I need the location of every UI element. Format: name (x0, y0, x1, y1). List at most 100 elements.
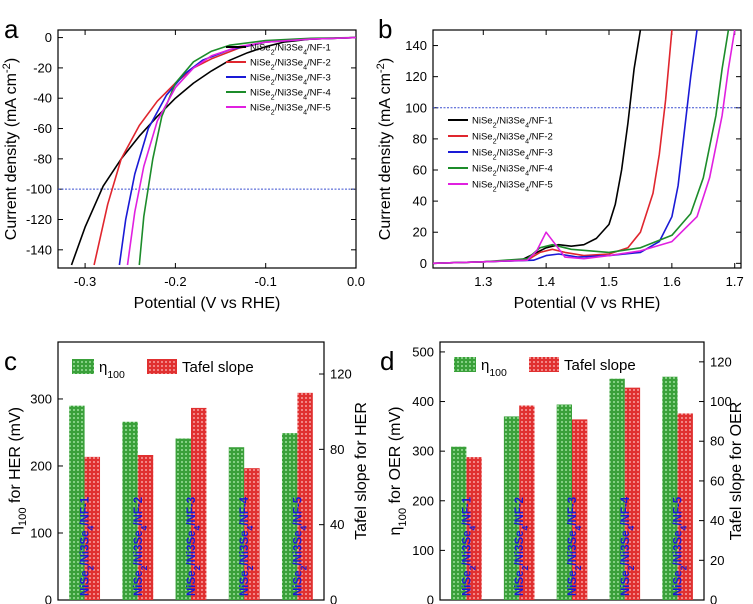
panel-d-legend-label-tafel: Tafel slope (564, 357, 636, 374)
panel-d-category-label-1: NiSe2/Ni3Se4/NF-1 (461, 496, 477, 596)
panel-b-series-line-5 (433, 30, 736, 265)
panel-d-category-label-2: NiSe2/Ni3Se4/NF-2 (514, 497, 530, 596)
panel-b-xtick-label: 1.4 (537, 274, 555, 289)
panel-d-oer-bar-chart: 0 100 200 300 400 500 0 20 40 60 80 100 120 NiSe2/Ni3… (387, 341, 745, 604)
panel-b-legend-label-4: NiSe2/Ni3Se4/NF-4 (472, 164, 553, 178)
panel-b-xtick-label: 1.6 (663, 274, 681, 289)
panel-c-ylabel: η100 for HER (mV) (7, 407, 29, 535)
panel-c-ytick-label: 300 (30, 391, 52, 406)
panel-letter-a: a (4, 14, 19, 44)
panel-c-category-label-3: NiSe2/Ni3Se4/NF-3 (186, 497, 202, 596)
panel-d-y2tick-label: 60 (710, 473, 724, 488)
panel-c-y2tick-label: 40 (330, 517, 344, 532)
panel-b-xtick-label: 1.7 (726, 274, 744, 289)
panel-c-ytick-label: 0 (45, 593, 52, 604)
panel-a-xlabel: Potential (V vs RHE) (134, 295, 281, 312)
panel-c-tafel-bar-1 (84, 456, 101, 600)
panel-d-ytick-label: 500 (412, 344, 434, 359)
panel-d-y2tick-label: 0 (710, 593, 717, 604)
panel-d-category-label-5: NiSe2/Ni3Se4/NF-5 (673, 496, 689, 596)
panel-b-ytick-label: 120 (405, 69, 427, 84)
panel-d-ytick-label: 300 (412, 444, 434, 459)
panel-d-eta-bar-2 (503, 416, 520, 600)
panel-c-her-bar-chart: 0 100 200 300 0 40 80 120 NiSe2/Ni3Se4/NF-1 NiSe2… (7, 341, 370, 604)
panel-b-ytick-label: 40 (413, 194, 427, 209)
panel-a-legend-label-4: NiSe2/Ni3Se4/NF-4 (250, 88, 331, 102)
panel-a-series-group (70, 36, 356, 266)
panel-d-eta-bar-5 (662, 376, 678, 600)
panel-d-y2tick-label: 120 (710, 354, 732, 369)
panel-c-tafel-bar-2 (137, 454, 154, 600)
panel-c-category-label-1: NiSe2/Ni3Se4/NF-1 (80, 496, 96, 596)
panel-c-tafel-bar-5 (297, 392, 313, 600)
panel-b-legend-label-3: NiSe2/Ni3Se4/NF-3 (472, 148, 553, 162)
panel-a-ytick-label: -80 (33, 151, 52, 166)
panel-b-series-line-4 (433, 30, 730, 265)
panel-a-ytick-label: -20 (33, 60, 52, 75)
panel-a-frame (57, 29, 357, 269)
panel-b-legend-label-5: NiSe2/Ni3Se4/NF-5 (472, 180, 553, 194)
panel-d-tafel-bar-2 (519, 405, 535, 600)
panel-d-ytick-label: 100 (412, 543, 434, 558)
panel-c-category-label-2: NiSe2/Ni3Se4/NF-2 (133, 497, 149, 596)
panel-c-tafel-bar-4 (244, 468, 260, 600)
panel-c-legend-label-tafel: Tafel slope (182, 359, 254, 376)
panel-a-series-line-5 (126, 36, 356, 266)
panel-a-xtick-label: -0.3 (74, 274, 96, 289)
panel-b-ytick-label: 80 (413, 131, 427, 146)
panel-d-eta-bar-4 (609, 378, 625, 600)
panel-a-ytick-label: -40 (33, 91, 52, 106)
panel-d-y2tick-label: 100 (710, 394, 732, 409)
panel-b-frame (432, 29, 742, 269)
panel-a-legend-label-1: NiSe2/Ni3Se4/NF-1 (250, 43, 331, 57)
panel-a-ytick-label: 0 (45, 30, 52, 45)
panel-d-tafel-bar-3 (572, 419, 588, 600)
panel-b-xtick-label: 1.5 (600, 274, 618, 289)
panel-c-eta-bar-5 (281, 433, 298, 600)
panel-c-y2tick-label: 80 (330, 442, 344, 457)
panel-b-ytick-label: 100 (405, 100, 427, 115)
panel-a-xtick-label: -0.2 (164, 274, 186, 289)
panel-d-tafel-bar-4 (624, 387, 641, 600)
panel-letter-d: d (380, 346, 394, 376)
panel-d-legend-label-eta: η100 (481, 357, 507, 379)
panel-d-eta-bar-3 (556, 404, 572, 600)
panel-b-xtick-label: 1.3 (474, 274, 492, 289)
panel-letter-b: b (378, 14, 392, 44)
panel-d-y2tick-label: 40 (710, 513, 724, 528)
panel-a-series-line-4 (138, 36, 356, 266)
panel-d-ylabel: η100 for OER (mV) (387, 407, 409, 536)
panel-d-legend-swatch-eta (454, 357, 476, 372)
panel-d-ytick-label: 200 (412, 493, 434, 508)
panel-c-ytick-label: 200 (30, 458, 52, 473)
panel-a-ytick-label: -60 (33, 121, 52, 136)
panel-a-legend-label-3: NiSe2/Ni3Se4/NF-3 (250, 73, 331, 87)
panel-b-legend-label-1: NiSe2/Ni3Se4/NF-1 (472, 116, 553, 130)
panel-d-category-label-4: NiSe2/Ni3Se4/NF-4 (620, 496, 636, 596)
panel-d-legend-swatch-tafel (529, 357, 559, 372)
panel-c-ytick-label: 100 (30, 525, 52, 540)
panel-c-category-label-5: NiSe2/Ni3Se4/NF-5 (292, 496, 308, 596)
panel-d-category-label-3: NiSe2/Ni3Se4/NF-3 (567, 497, 583, 596)
panel-b-ytick-label: 140 (405, 38, 427, 53)
panel-c-legend-swatch-tafel (147, 359, 177, 374)
panel-a-legend-label-5: NiSe2/Ni3Se4/NF-5 (250, 103, 331, 117)
panel-d-tafel-bar-5 (677, 413, 693, 600)
panel-d-eta-bar-1 (451, 446, 467, 600)
panel-b-series-group (433, 30, 736, 265)
panel-c-category-label-4: NiSe2/Ni3Se4/NF-4 (239, 496, 255, 596)
panel-c-y2label: Tafel slope for HER (353, 402, 370, 540)
panel-c-eta-bar-4 (228, 447, 245, 600)
panel-b-oer-polarization-chart: 1.3 1.4 1.5 1.6 1.7 0 20 40 60 80 100 120 140 Potenti… (375, 29, 744, 312)
panel-b-ytick-label: 60 (413, 163, 427, 178)
panel-b-xlabel: Potential (V vs RHE) (514, 295, 661, 312)
panel-c-eta-bar-2 (122, 421, 138, 600)
panel-c-legend-label-eta: η100 (99, 359, 125, 381)
panel-c-eta-bar-3 (175, 438, 191, 600)
panel-d-ytick-label: 0 (427, 593, 434, 604)
panel-b-ytick-label: 0 (420, 256, 427, 271)
panel-d-ytick-label: 400 (412, 394, 434, 409)
panel-a-legend-label-2: NiSe2/Ni3Se4/NF-2 (250, 58, 331, 72)
panel-c-tafel-bar-3 (191, 407, 207, 600)
